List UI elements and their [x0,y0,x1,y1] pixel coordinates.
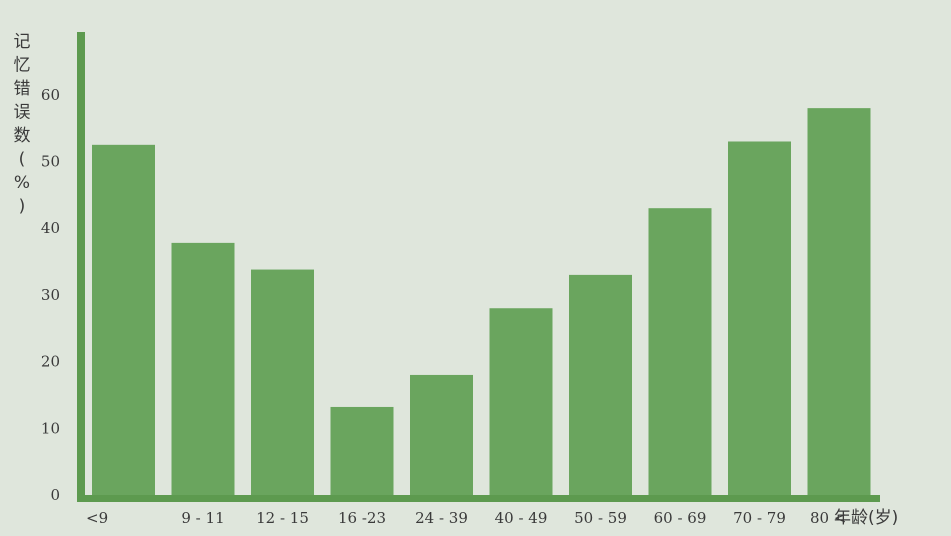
x-tick-label: 16 -23 [338,509,386,527]
bar-7 [648,208,712,495]
bar-2 [251,269,314,495]
y-tick-label: 30 [41,286,60,304]
x-axis [77,495,880,502]
bar-0 [92,144,155,495]
bar-5 [489,308,553,495]
y-axis [77,32,85,502]
x-tick-label: <9 [86,509,108,527]
x-tick-labels: <9 9 - 11 12 - 15 16 -23 24 - 39 40 - 49 50 - … [86,509,846,527]
y-tick-label: 50 [41,153,60,171]
x-tick-label: 9 - 11 [181,509,224,527]
x-tick-label: 80 < [810,509,846,527]
bar-8 [728,141,791,496]
bar-1 [171,242,235,495]
bar-3 [330,406,394,495]
bar-6 [569,274,632,495]
y-tick-label: 40 [41,219,60,237]
y-tick-label: 20 [41,353,60,371]
x-tick-label: 70 - 79 [733,509,786,527]
y-tick-label: 60 [41,86,60,104]
x-axis-label: 年龄(岁) [834,508,898,528]
x-tick-label: 12 - 15 [256,509,309,527]
y-tick-labels: 0 10 20 30 40 50 60 [41,86,60,504]
y-tick-label: 0 [50,486,60,504]
x-tick-label: 40 - 49 [495,509,548,527]
bar-9 [807,108,871,495]
x-tick-label: 50 - 59 [574,509,627,527]
x-tick-label: 60 - 69 [654,509,707,527]
y-tick-label: 10 [41,419,60,437]
bars [92,108,871,496]
y-axis-label: 记忆错误数(%) [14,32,31,217]
x-tick-label: 24 - 39 [415,509,468,527]
bar-4 [410,374,473,495]
